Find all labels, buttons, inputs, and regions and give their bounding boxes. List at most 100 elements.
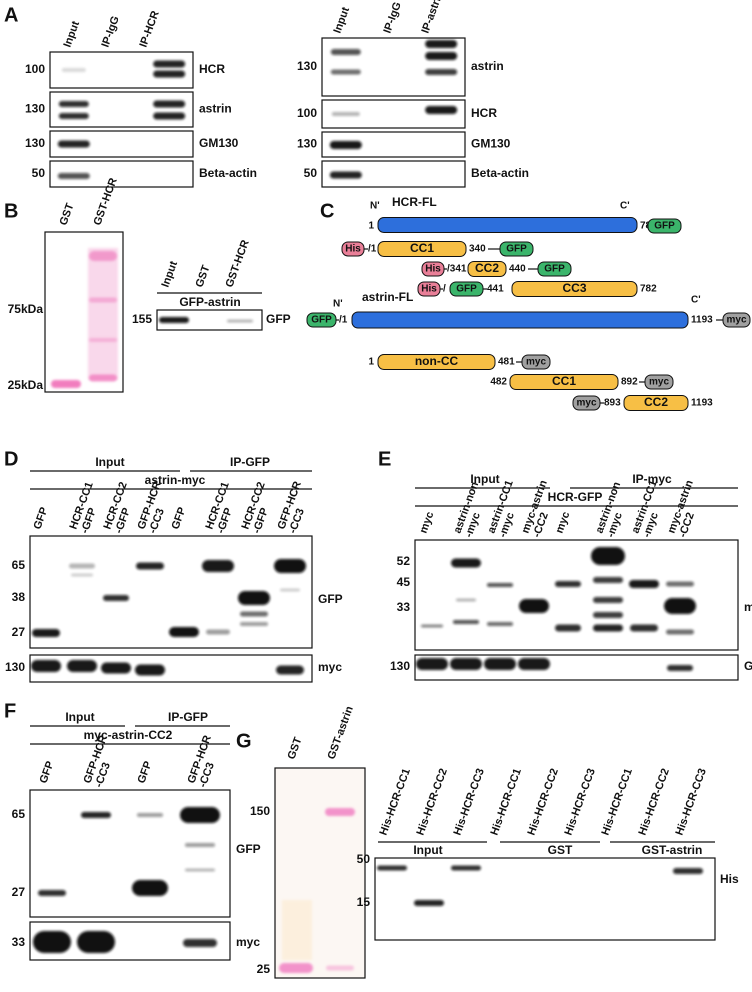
domain-box	[644, 374, 674, 390]
group-label: IP-myc	[632, 472, 672, 486]
lane-label: His-HCR-CC2	[415, 767, 450, 837]
band	[51, 380, 81, 388]
smear	[88, 248, 118, 380]
mw-label: 65	[12, 807, 26, 821]
domain-label: His	[345, 244, 361, 255]
band	[329, 141, 362, 149]
protein-label: astrin	[471, 59, 504, 73]
domain-label: His	[421, 284, 437, 295]
residue-label: /	[443, 284, 446, 295]
band	[555, 581, 581, 587]
band	[453, 620, 479, 624]
domain-label: CC2	[644, 395, 668, 409]
band	[159, 317, 189, 323]
smear	[282, 900, 312, 960]
band	[425, 52, 458, 60]
lane-label: His-HCR-CC3	[452, 767, 487, 837]
domain-label: CC1	[410, 241, 434, 255]
residue-label: 1193	[691, 315, 713, 326]
terminus-label: N'	[370, 201, 380, 212]
residue-label: 1193	[691, 398, 713, 409]
mw-label: 155	[132, 312, 152, 326]
lane-label: GST-astrin	[326, 704, 356, 761]
lane-label: His-HCR-CC1	[600, 767, 635, 837]
domain-label: GFP	[544, 264, 565, 275]
band	[89, 297, 117, 303]
band	[57, 173, 90, 179]
lane-label-line: GFP	[38, 760, 57, 785]
band	[81, 812, 111, 818]
panel-letter: F	[4, 700, 16, 722]
band	[240, 611, 268, 617]
lane-label-line: GFP	[136, 760, 155, 785]
band	[421, 624, 443, 628]
mw-label: 65	[12, 558, 26, 572]
band	[630, 624, 658, 632]
protein-label: GFP	[744, 659, 752, 673]
domain-label: His	[425, 264, 441, 275]
protein-label: Beta-actin	[199, 166, 257, 180]
group-label: Input	[470, 472, 499, 486]
band	[329, 171, 362, 179]
lane-label: IP-IgG	[382, 0, 404, 35]
mw-label: 130	[25, 102, 45, 116]
mw-label: 130	[297, 137, 317, 151]
band	[240, 622, 268, 626]
band	[103, 595, 129, 601]
protein-label: Beta-actin	[471, 166, 529, 180]
band	[227, 319, 253, 323]
domain-box	[351, 311, 689, 329]
lane-label: GFP	[170, 506, 189, 531]
band	[666, 581, 694, 587]
domain-box	[537, 261, 572, 277]
panel-letter: D	[4, 448, 18, 470]
band	[425, 69, 458, 75]
domain-box	[467, 261, 507, 277]
protein-label: myc	[236, 935, 260, 949]
band	[136, 562, 164, 570]
band	[31, 660, 61, 672]
band	[132, 880, 168, 896]
band	[555, 624, 581, 632]
lane-label-line: GFP	[170, 506, 189, 531]
panel-letter: C	[320, 200, 334, 222]
domain-label: myc	[576, 398, 596, 409]
lane-label: GFP	[38, 760, 57, 785]
band	[593, 577, 623, 583]
domain-box	[722, 312, 751, 328]
group-label: IP-GFP	[230, 455, 270, 469]
lane-label-line: myc	[554, 510, 573, 535]
mw-label: 130	[25, 136, 45, 150]
residue-label: 340	[469, 244, 486, 255]
band	[101, 662, 131, 674]
band	[325, 808, 355, 816]
band	[153, 100, 186, 108]
band	[666, 629, 694, 635]
construct-name: HCR-FL	[392, 195, 437, 209]
band	[153, 112, 186, 120]
band	[183, 939, 217, 947]
lane-label: Input	[332, 5, 353, 35]
panel-letter: B	[4, 200, 18, 222]
band	[331, 112, 360, 116]
panel-letter: G	[236, 730, 252, 752]
protein-label: myc	[744, 600, 752, 614]
band	[185, 843, 215, 847]
group-label: GST	[548, 843, 573, 857]
domain-box	[377, 354, 496, 370]
residue-label: /341	[447, 264, 467, 275]
band	[77, 931, 115, 953]
bait-label: astrin-myc	[145, 473, 206, 487]
lane-label: GFP	[136, 760, 155, 785]
domain-box	[521, 354, 551, 370]
protein-label: GFP	[236, 842, 261, 856]
lane-label: myc	[418, 510, 437, 535]
lane-label: GFP-HCR-CC3	[276, 480, 316, 535]
domain-label: CC2	[475, 261, 499, 275]
lane-label: myc	[554, 510, 573, 535]
residue-label: 441	[487, 284, 504, 295]
panel-letter: E	[378, 448, 391, 470]
residue-label: 440	[509, 264, 526, 275]
band	[484, 658, 516, 670]
domain-box	[499, 241, 534, 257]
